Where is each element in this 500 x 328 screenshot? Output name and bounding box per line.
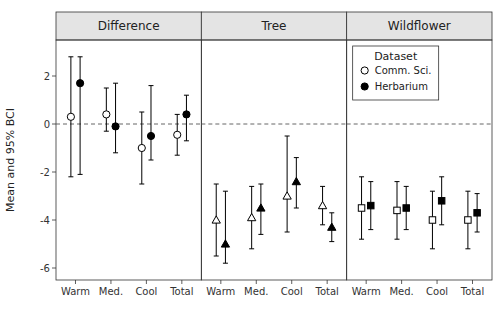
x-tick-label: Cool bbox=[426, 286, 448, 297]
x-tick-label: Warm bbox=[206, 286, 235, 297]
legend: Dataset Comm. Sci. Herbarium bbox=[353, 46, 439, 100]
x-tick bbox=[146, 280, 147, 284]
point bbox=[474, 210, 480, 216]
x-tick bbox=[472, 280, 473, 284]
panel-header bbox=[347, 12, 492, 40]
point bbox=[174, 131, 181, 138]
legend-marker bbox=[361, 83, 368, 90]
error-bar bbox=[404, 186, 409, 229]
point bbox=[77, 80, 84, 87]
panel-title: Difference bbox=[98, 19, 160, 33]
x-tick bbox=[181, 280, 182, 284]
y-tick-label: -2 bbox=[40, 167, 50, 178]
error-bar bbox=[223, 191, 228, 263]
reference-line bbox=[56, 124, 201, 125]
panel: Wildflower Warm Med. Cool Total Dataset Comm. … bbox=[347, 12, 492, 297]
point bbox=[292, 177, 300, 184]
error-bar bbox=[395, 182, 400, 240]
y-tick-label: 0 bbox=[44, 119, 50, 130]
y-tick bbox=[52, 76, 56, 77]
point bbox=[358, 205, 364, 211]
legend-label: Comm. Sci. bbox=[375, 65, 432, 76]
x-tick-label: Total bbox=[460, 286, 484, 297]
y-tick-label: 2 bbox=[44, 71, 50, 82]
y-tick-label: -6 bbox=[40, 263, 50, 274]
error-bar bbox=[285, 136, 290, 232]
point bbox=[221, 240, 229, 247]
plot-frame bbox=[56, 40, 201, 280]
panel: Difference -6 -4 -2 0 2 Mean and 95% BCI Warm Me… bbox=[4, 12, 201, 297]
y-tick bbox=[52, 220, 56, 221]
point bbox=[248, 213, 256, 220]
point bbox=[318, 201, 326, 208]
panel: Tree Warm Med. Cool Total bbox=[201, 12, 346, 297]
panel-title: Tree bbox=[260, 19, 286, 33]
x-tick bbox=[327, 280, 328, 284]
point bbox=[147, 132, 154, 139]
point bbox=[67, 113, 74, 120]
point bbox=[438, 198, 444, 204]
x-tick bbox=[75, 280, 76, 284]
point bbox=[394, 207, 400, 213]
point bbox=[403, 205, 409, 211]
x-tick bbox=[110, 280, 111, 284]
data-area bbox=[347, 124, 492, 249]
data-area bbox=[56, 57, 201, 184]
error-bar bbox=[475, 194, 480, 232]
chart: Difference -6 -4 -2 0 2 Mean and 95% BCI Warm Me… bbox=[0, 0, 500, 328]
error-bar bbox=[113, 83, 118, 153]
legend-title: Dataset bbox=[374, 50, 418, 63]
reference-line bbox=[201, 124, 346, 125]
x-tick bbox=[401, 280, 402, 284]
point bbox=[257, 204, 265, 211]
x-tick bbox=[220, 280, 221, 284]
error-bar bbox=[465, 191, 470, 249]
x-tick bbox=[256, 280, 257, 284]
x-tick bbox=[437, 280, 438, 284]
x-tick-label: Total bbox=[314, 286, 338, 297]
x-tick-label: Med. bbox=[244, 286, 268, 297]
point bbox=[465, 217, 471, 223]
panel-header bbox=[56, 12, 201, 40]
point bbox=[138, 144, 145, 151]
y-tick-label: -4 bbox=[40, 215, 50, 226]
error-bar bbox=[439, 177, 444, 225]
x-tick-label: Warm bbox=[61, 286, 90, 297]
y-axis-label: Mean and 95% BCI bbox=[4, 108, 17, 212]
panel-title: Wildflower bbox=[388, 19, 451, 33]
error-bar bbox=[359, 177, 364, 239]
x-tick-label: Cool bbox=[135, 286, 157, 297]
point bbox=[112, 123, 119, 130]
y-tick bbox=[52, 268, 56, 269]
y-tick bbox=[52, 172, 56, 173]
error-bar bbox=[104, 88, 109, 131]
x-tick-label: Cool bbox=[281, 286, 303, 297]
point bbox=[103, 111, 110, 118]
point bbox=[429, 217, 435, 223]
legend-label: Herbarium bbox=[375, 81, 428, 92]
point bbox=[328, 223, 336, 230]
reference-line bbox=[347, 124, 492, 125]
point bbox=[283, 192, 291, 199]
plot-frame bbox=[347, 40, 492, 280]
x-tick bbox=[291, 280, 292, 284]
point bbox=[368, 202, 374, 208]
panel-header bbox=[201, 12, 346, 40]
x-tick-label: Warm bbox=[352, 286, 381, 297]
error-bar bbox=[430, 191, 435, 249]
data-area bbox=[201, 124, 346, 263]
point bbox=[183, 111, 190, 118]
legend-frame bbox=[353, 46, 439, 100]
x-tick-label: Total bbox=[169, 286, 193, 297]
plot-frame bbox=[201, 40, 346, 280]
point bbox=[212, 216, 220, 223]
legend-marker bbox=[361, 67, 368, 74]
error-bar bbox=[368, 182, 373, 230]
error-bar bbox=[148, 86, 153, 160]
x-tick bbox=[366, 280, 367, 284]
y-tick bbox=[52, 124, 56, 125]
x-tick-label: Med. bbox=[389, 286, 413, 297]
error-bar bbox=[78, 57, 83, 175]
x-tick-label: Med. bbox=[99, 286, 123, 297]
